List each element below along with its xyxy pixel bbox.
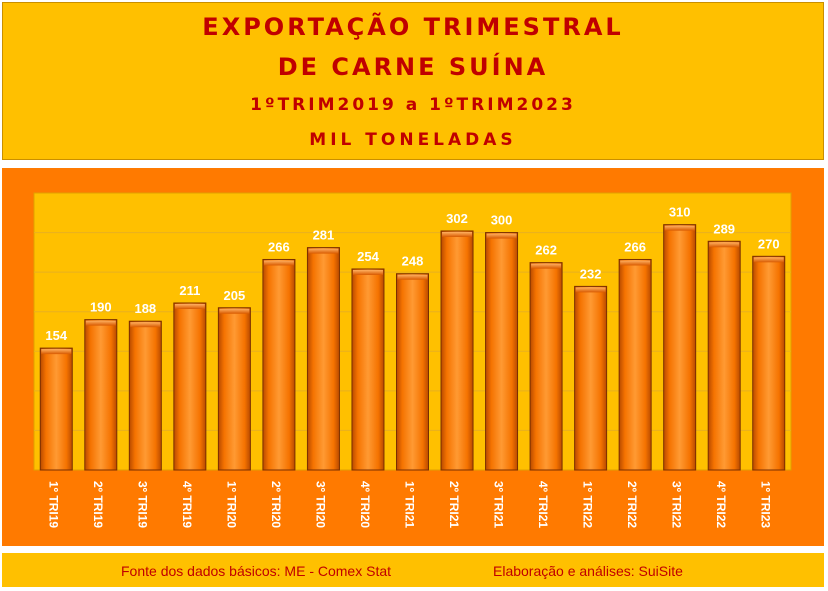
bar <box>351 268 385 471</box>
bar-top-bevel <box>41 349 72 355</box>
bar <box>84 319 118 471</box>
x-tick-label: 2º TRI22 <box>625 481 639 528</box>
source-note: Fonte dos dados básicos: ME - Comex Stat <box>121 563 392 579</box>
bar-top-bevel <box>352 269 383 275</box>
bar <box>173 302 207 471</box>
period-subtitle: 1ºTRIM2019 a 1ºTRIM2023 <box>250 95 576 115</box>
data-label: 270 <box>758 236 780 251</box>
bar-top-bevel <box>174 304 205 310</box>
credit-note: Elaboração e análises: SuiSite <box>493 563 683 579</box>
x-tick-label: 3º TRI21 <box>492 481 506 528</box>
bar-top-bevel <box>308 248 339 254</box>
bar-top-bevel <box>397 274 428 280</box>
data-label: 190 <box>90 300 112 315</box>
data-label: 289 <box>713 221 735 236</box>
x-tick-label: 3º TRI19 <box>135 481 149 528</box>
chart-footer: Fonte dos dados básicos: ME - Comex Stat… <box>2 553 824 587</box>
bar <box>663 224 697 471</box>
title-line-1: EXPORTAÇÃO TRIMESTRAL <box>202 13 624 41</box>
x-tick-label: 1º TRI21 <box>403 481 417 528</box>
data-label: 232 <box>580 266 602 281</box>
bar-top-bevel <box>531 263 562 269</box>
x-tick-label: 4º TRI21 <box>536 481 550 528</box>
data-label: 262 <box>535 243 557 258</box>
bar <box>306 247 340 471</box>
data-label: 154 <box>45 328 67 343</box>
data-label: 205 <box>224 288 246 303</box>
x-tick-label: 1º TRI23 <box>759 481 773 528</box>
x-tick-label: 2º TRI20 <box>269 481 283 528</box>
bar <box>574 285 608 471</box>
x-tick-label: 2º TRI21 <box>447 481 461 528</box>
unit-subtitle: MIL TONELADAS <box>309 130 517 150</box>
bar-top-bevel <box>709 242 740 248</box>
bar <box>128 320 162 471</box>
x-tick-label: 4º TRI20 <box>358 481 372 528</box>
x-tick-label: 1º TRI22 <box>581 481 595 528</box>
bar <box>752 255 786 471</box>
x-tick-label: 3º TRI20 <box>313 481 327 528</box>
bar <box>707 240 741 471</box>
x-tick-label: 1º TRI19 <box>46 481 60 528</box>
bar-top-bevel <box>85 320 116 326</box>
bar <box>217 307 251 471</box>
x-tick-labels: 1º TRI19 2º TRI19 3º TRI19 4º TRI19 1º TRI20… <box>46 481 772 528</box>
data-label: 254 <box>357 249 379 264</box>
bar <box>529 262 563 471</box>
data-label: 302 <box>446 211 468 226</box>
bar-top-bevel <box>664 225 695 231</box>
bar-top-bevel <box>753 257 784 263</box>
data-label: 266 <box>268 239 290 254</box>
data-label: 281 <box>313 228 335 243</box>
bar-top-bevel <box>219 308 250 314</box>
x-tick-label: 4º TRI22 <box>714 481 728 528</box>
bar <box>485 232 519 471</box>
data-labels: 154 190 188 211 205 266 281 254 248 302 300 262 232 2… <box>45 205 779 343</box>
bar-top-bevel <box>575 287 606 293</box>
chart-header: EXPORTAÇÃO TRIMESTRAL DE CARNE SUÍNA 1ºT… <box>2 2 824 160</box>
data-label: 310 <box>669 205 691 220</box>
bar-top-bevel <box>486 233 517 239</box>
data-label: 248 <box>402 254 424 269</box>
bar-top-bevel <box>130 322 161 328</box>
bar <box>396 273 429 471</box>
bar-top-bevel <box>620 260 651 266</box>
bar-top-bevel <box>442 231 473 237</box>
title-line-2: DE CARNE SUÍNA <box>277 53 549 81</box>
data-label: 300 <box>491 213 513 228</box>
bar <box>39 347 73 471</box>
bars <box>39 224 786 471</box>
bar <box>440 230 474 471</box>
bar <box>262 258 296 471</box>
data-label: 266 <box>624 239 646 254</box>
x-tick-label: 4º TRI19 <box>180 481 194 528</box>
x-tick-label: 1º TRI20 <box>224 481 238 528</box>
data-label: 211 <box>179 283 200 298</box>
bar-top-bevel <box>263 260 294 266</box>
x-tick-label: 3º TRI22 <box>670 481 684 528</box>
x-tick-label: 2º TRI19 <box>91 481 105 528</box>
data-label: 188 <box>134 301 156 316</box>
bar <box>618 258 652 471</box>
